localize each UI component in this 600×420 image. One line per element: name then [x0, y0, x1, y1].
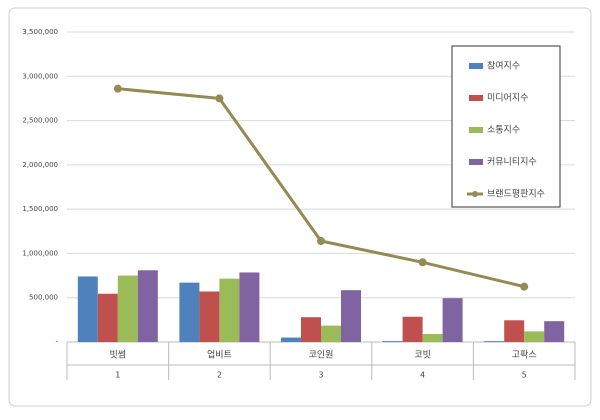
x-tick-label: 고팍스: [512, 350, 537, 361]
legend-label: 참여지수: [487, 60, 520, 72]
y-tick-label: 2,000,000: [22, 161, 58, 169]
legend-swatch: [469, 127, 483, 133]
x-tick-number: 5: [522, 371, 527, 380]
bar: [199, 291, 220, 342]
line-marker: [317, 237, 325, 246]
bar: [382, 341, 403, 342]
legend-label: 미디어지수: [487, 93, 528, 104]
bar: [117, 275, 138, 342]
bar: [402, 316, 423, 342]
legend-swatch-marker: [472, 191, 478, 197]
legend-swatch: [469, 95, 483, 101]
bar: [179, 282, 200, 342]
y-tick-label: 3,000,000: [22, 72, 58, 80]
line-marker: [520, 282, 529, 291]
bar: [422, 334, 443, 342]
bar: [77, 276, 98, 342]
bar: [321, 325, 341, 342]
line-marker: [113, 84, 122, 93]
bar: [341, 290, 361, 342]
bar: [281, 337, 301, 342]
x-tick-number: 2: [217, 371, 222, 380]
x-tick-label: 코인원: [309, 350, 334, 361]
line-marker: [418, 258, 427, 267]
bar: [504, 320, 525, 342]
bar: [524, 331, 545, 342]
bar: [301, 317, 321, 342]
y-tick-label: 3,500,000: [22, 28, 58, 36]
bar: [484, 341, 505, 342]
x-tick-label: 코빗: [414, 350, 431, 361]
y-tick-label: 500,000: [29, 294, 58, 302]
bar: [97, 293, 118, 342]
legend-label: 소통지수: [487, 125, 520, 136]
y-tick-label: 1,500,000: [22, 205, 58, 213]
x-tick-number: 4: [420, 371, 425, 380]
y-tick-label: 1,000,000: [22, 249, 58, 257]
y-tick-label: -: [55, 338, 58, 346]
legend-label: 커뮤니티지수: [487, 157, 537, 168]
x-tick-number: 1: [115, 371, 120, 380]
y-tick-label: 2,500,000: [22, 117, 58, 125]
bar: [544, 321, 565, 342]
bar: [137, 270, 158, 342]
bar: [442, 298, 463, 342]
x-tick-number: 3: [318, 371, 323, 380]
line-marker: [215, 94, 224, 103]
legend-swatch: [469, 63, 483, 69]
legend-swatch: [469, 159, 483, 165]
bar: [239, 272, 260, 342]
legend-label: 브랜드평판지수: [487, 189, 545, 200]
legend-box: [451, 45, 561, 208]
x-tick-label: 빗썸: [110, 350, 127, 361]
x-tick-label: 업비트: [207, 350, 232, 361]
bar: [219, 278, 240, 342]
